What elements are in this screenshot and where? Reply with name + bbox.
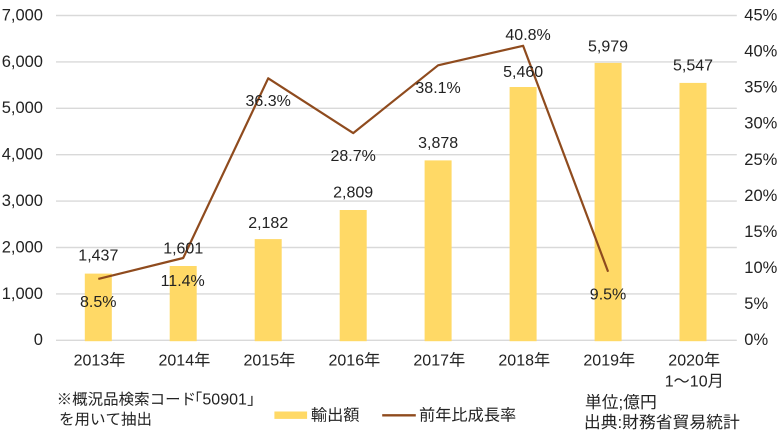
svg-text:30%: 30% — [744, 115, 777, 133]
svg-text:5%: 5% — [744, 295, 768, 313]
svg-text:15%: 15% — [744, 223, 777, 241]
svg-text:36.3%: 36.3% — [246, 93, 291, 110]
svg-text:38.1%: 38.1% — [415, 80, 460, 97]
svg-text:1: 1 — [665, 374, 674, 391]
svg-text:2018: 2018 — [498, 353, 534, 370]
svg-text:2014: 2014 — [159, 353, 195, 370]
svg-text:2016: 2016 — [329, 353, 365, 370]
svg-text:1,437: 1,437 — [78, 247, 118, 264]
svg-text:0%: 0% — [744, 331, 768, 349]
svg-text:45%: 45% — [744, 6, 777, 24]
svg-text:11.4%: 11.4% — [161, 273, 205, 290]
svg-text:5,979: 5,979 — [588, 39, 628, 56]
svg-text:2015: 2015 — [244, 353, 280, 370]
svg-text:2019: 2019 — [583, 353, 619, 370]
svg-text:1,601: 1,601 — [163, 240, 203, 257]
svg-text:5,547: 5,547 — [673, 57, 713, 74]
svg-text:28.7%: 28.7% — [331, 148, 376, 165]
svg-text:10%: 10% — [744, 259, 777, 277]
svg-text:2,182: 2,182 — [248, 215, 288, 232]
svg-text:8.5%: 8.5% — [80, 294, 116, 311]
svg-text:2013: 2013 — [74, 353, 110, 370]
svg-text:5,460: 5,460 — [503, 64, 543, 81]
svg-text:10: 10 — [690, 374, 708, 391]
svg-text:35%: 35% — [744, 79, 777, 97]
svg-text:40%: 40% — [744, 43, 777, 61]
svg-text:2017: 2017 — [413, 353, 449, 370]
svg-text:7,000: 7,000 — [2, 6, 43, 24]
svg-text:25%: 25% — [744, 151, 777, 169]
svg-text:2020: 2020 — [668, 353, 704, 370]
svg-text:1,000: 1,000 — [2, 285, 43, 303]
svg-text::: : — [618, 413, 623, 432]
svg-text:20%: 20% — [744, 187, 777, 205]
svg-text:3,000: 3,000 — [2, 192, 43, 210]
svg-text:6,000: 6,000 — [2, 53, 43, 71]
svg-text:0: 0 — [34, 331, 43, 349]
svg-text:40.8%: 40.8% — [505, 27, 550, 44]
svg-text:3,878: 3,878 — [418, 135, 458, 152]
svg-text:;: ; — [619, 393, 624, 412]
svg-text:9.5%: 9.5% — [590, 287, 626, 304]
svg-text:50901: 50901 — [202, 392, 247, 409]
svg-text:5,000: 5,000 — [2, 99, 43, 117]
svg-text:2,809: 2,809 — [333, 184, 373, 201]
svg-text:2,000: 2,000 — [2, 238, 43, 256]
svg-text:4,000: 4,000 — [2, 146, 43, 164]
